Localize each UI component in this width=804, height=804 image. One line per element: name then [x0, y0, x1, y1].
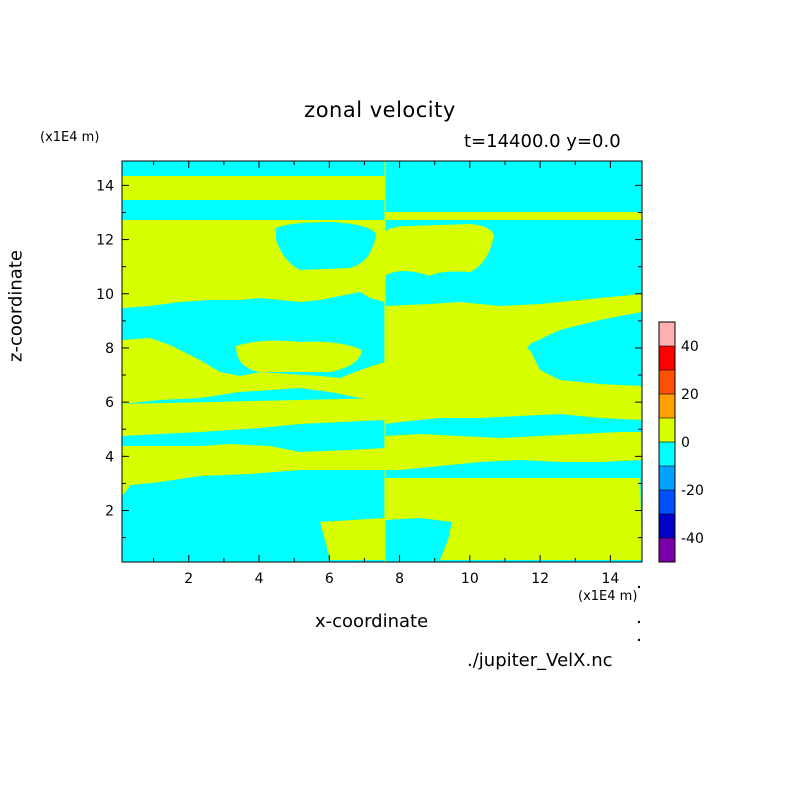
colorbar-swatch — [659, 490, 675, 514]
axis-marker-dot — [637, 620, 641, 624]
x-tick-label: 2 — [184, 571, 193, 587]
x-tick-label: 14 — [601, 571, 619, 587]
y-tick-label: 10 — [96, 287, 114, 303]
colorbar-swatch — [659, 514, 675, 538]
x-tick-label: 10 — [461, 571, 479, 587]
colorbar-swatch — [659, 346, 675, 370]
x-tick-label: 12 — [531, 571, 549, 587]
chart-title: zonal velocity — [304, 98, 456, 122]
y-tick-label: 12 — [96, 233, 114, 249]
colorbar-swatch — [659, 322, 675, 346]
y-axis-label: z-coordinate — [5, 250, 27, 362]
source-file-label: ./jupiter_VelX.nc — [467, 650, 613, 671]
colorbar-tick-label: -40 — [681, 531, 704, 547]
plot-frame — [121, 160, 643, 563]
colorbar-swatch — [659, 442, 675, 466]
colorbar: -40 -20 0 20 40 — [658, 321, 704, 563]
positive-regions — [122, 176, 642, 560]
colorbar-swatch — [659, 394, 675, 418]
x-axis-ticks: 2 4 6 8 10 12 14 — [153, 161, 619, 587]
velocity-field — [122, 161, 642, 562]
colorbar-swatch — [659, 418, 675, 442]
colorbar-swatch — [659, 370, 675, 394]
x-tick-label: 8 — [395, 571, 404, 587]
center-divider — [384, 161, 386, 562]
x-tick-label: 4 — [255, 571, 264, 587]
z-axis-unit: (x1E4 m) — [40, 130, 100, 145]
colorbar-swatch — [659, 466, 675, 490]
y-tick-label: 8 — [105, 341, 114, 357]
x-tick-label: 6 — [325, 571, 334, 587]
colorbar-tick-label: 0 — [681, 435, 690, 451]
colorbar-tick-label: 40 — [681, 339, 699, 355]
x-axis-label: x-coordinate — [315, 611, 429, 632]
colorbar-swatch — [659, 538, 675, 562]
y-tick-label: 2 — [105, 504, 114, 520]
axis-marker-dot — [637, 638, 641, 642]
y-axis-ticks: 2 4 6 8 10 12 14 — [96, 178, 642, 539]
colorbar-tick-label: -20 — [681, 483, 704, 499]
chart-subtitle: t=14400.0 y=0.0 — [464, 131, 621, 152]
x-axis-unit: (x1E4 m) — [578, 589, 638, 604]
y-tick-label: 6 — [105, 395, 114, 411]
axis-marker-dot — [637, 585, 641, 589]
y-tick-label: 4 — [105, 449, 114, 465]
y-tick-label: 14 — [96, 178, 114, 194]
colorbar-tick-label: 20 — [681, 387, 699, 403]
